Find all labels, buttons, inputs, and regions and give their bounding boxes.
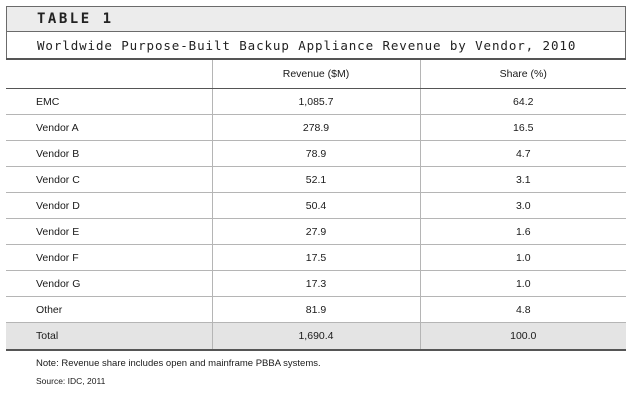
table-row: EMC 1,085.7 64.2	[6, 88, 626, 115]
vendor-cell: EMC	[6, 88, 213, 115]
table-note: Note: Revenue share includes open and ma…	[36, 358, 321, 369]
vendor-cell: Vendor E	[6, 218, 213, 245]
share-cell: 1.0	[419, 270, 626, 297]
revenue-cell: 17.3	[211, 270, 421, 297]
table-row: Other 81.9 4.8	[6, 296, 626, 323]
table-label: TABLE 1	[37, 11, 114, 27]
share-cell: 1.6	[419, 218, 626, 245]
total-label-cell: Total	[6, 322, 213, 351]
table-caption-row: Worldwide Purpose-Built Backup Appliance…	[6, 31, 626, 58]
revenue-cell: 50.4	[211, 192, 421, 219]
table-header-row: Revenue ($M) Share (%)	[6, 58, 626, 89]
share-cell: 1.0	[419, 244, 626, 271]
share-cell: 64.2	[419, 88, 626, 115]
revenue-cell: 17.5	[211, 244, 421, 271]
table-row: Vendor A 278.9 16.5	[6, 114, 626, 141]
table-total-row: Total 1,690.4 100.0	[6, 322, 626, 351]
table-row: Vendor D 50.4 3.0	[6, 192, 626, 219]
table-caption: Worldwide Purpose-Built Backup Appliance…	[37, 37, 577, 53]
revenue-cell: 278.9	[211, 114, 421, 141]
total-share-cell: 100.0	[419, 322, 626, 351]
column-header-revenue: Revenue ($M)	[211, 58, 421, 89]
revenue-cell: 78.9	[211, 140, 421, 167]
vendor-cell: Vendor F	[6, 244, 213, 271]
table-row: Vendor F 17.5 1.0	[6, 244, 626, 271]
share-cell: 4.7	[419, 140, 626, 167]
table-footnotes: Note: Revenue share includes open and ma…	[6, 351, 626, 386]
vendor-cell: Vendor B	[6, 140, 213, 167]
revenue-table: Revenue ($M) Share (%) EMC 1,085.7 64.2 …	[6, 58, 626, 351]
vendor-cell: Vendor A	[6, 114, 213, 141]
document-table-figure: TABLE 1 Worldwide Purpose-Built Backup A…	[6, 6, 626, 386]
table-label-bar: TABLE 1	[6, 6, 626, 31]
column-header-vendor	[6, 58, 213, 89]
vendor-cell: Vendor C	[6, 166, 213, 193]
vendor-cell: Other	[6, 296, 213, 323]
revenue-cell: 27.9	[211, 218, 421, 245]
revenue-cell: 52.1	[211, 166, 421, 193]
share-cell: 16.5	[419, 114, 626, 141]
share-cell: 3.0	[419, 192, 626, 219]
table-row: Vendor B 78.9 4.7	[6, 140, 626, 167]
table-source: Source: IDC, 2011	[36, 376, 106, 386]
table-row: Vendor E 27.9 1.6	[6, 218, 626, 245]
revenue-cell: 81.9	[211, 296, 421, 323]
vendor-cell: Vendor G	[6, 270, 213, 297]
table-row: Vendor G 17.3 1.0	[6, 270, 626, 297]
share-cell: 4.8	[419, 296, 626, 323]
revenue-cell: 1,085.7	[211, 88, 421, 115]
share-cell: 3.1	[419, 166, 626, 193]
table-row: Vendor C 52.1 3.1	[6, 166, 626, 193]
vendor-cell: Vendor D	[6, 192, 213, 219]
total-revenue-cell: 1,690.4	[211, 322, 421, 351]
column-header-share: Share (%)	[419, 58, 626, 89]
